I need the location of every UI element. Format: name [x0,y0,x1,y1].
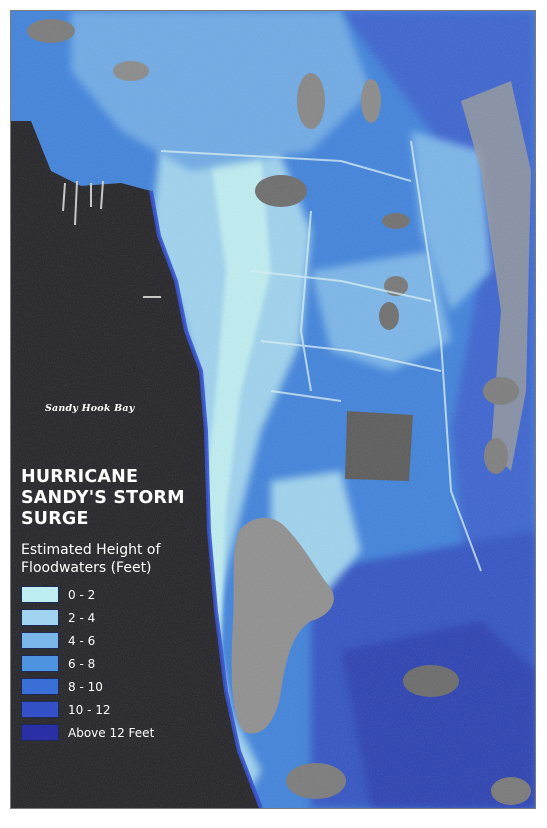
legend-item: 6 - 8 [21,654,221,673]
map-texture [11,11,535,808]
legend-item: 10 - 12 [21,700,221,719]
legend-label: 2 - 4 [68,610,96,625]
legend-item: Above 12 Feet [21,723,221,742]
legend-item: 4 - 6 [21,631,221,650]
legend-label: 10 - 12 [68,702,111,717]
legend-item: 0 - 2 [21,585,221,604]
legend-list: 0 - 2 2 - 4 4 - 6 6 - 8 8 - 10 10 - 12 Above 1… [21,585,221,742]
legend-swatch [21,701,59,718]
legend: HURRICANE SANDY'S STORM SURGE Estimated … [21,467,221,746]
legend-item: 8 - 10 [21,677,221,696]
legend-label: 0 - 2 [68,587,96,602]
bay-label: Sandy Hook Bay [45,403,135,414]
legend-label: Above 12 Feet [68,725,155,740]
legend-swatch [21,655,59,672]
legend-swatch [21,678,59,695]
legend-swatch [21,609,59,626]
legend-swatch [21,632,59,649]
map-frame: Sandy Hook Bay HURRICANE SANDY'S STORM S… [10,10,536,809]
legend-title: HURRICANE SANDY'S STORM SURGE [21,467,185,529]
legend-label: 8 - 10 [68,679,103,694]
legend-swatch [21,586,59,603]
legend-label: 6 - 8 [68,656,96,671]
legend-subtitle: Estimated Height of Floodwaters (Feet) [21,542,161,576]
legend-label: 4 - 6 [68,633,96,648]
storm-surge-map [11,11,535,808]
legend-item: 2 - 4 [21,608,221,627]
legend-swatch [21,724,59,741]
